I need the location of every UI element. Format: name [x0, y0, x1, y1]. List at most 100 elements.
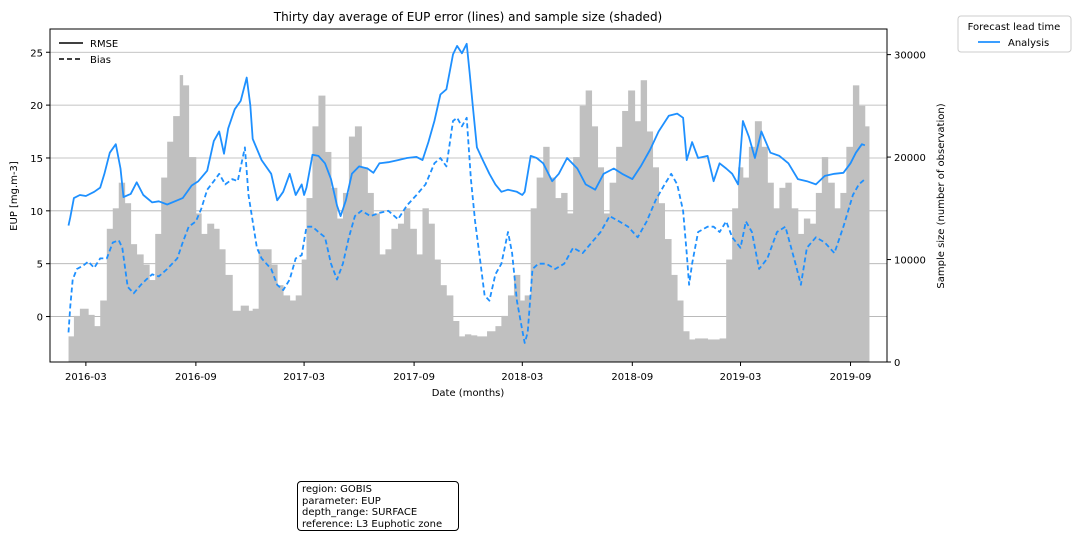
- sample-size-bar: [658, 203, 665, 362]
- sample-size-bar: [136, 254, 144, 362]
- sample-size-bar: [536, 177, 544, 362]
- sample-size-bar: [207, 223, 215, 362]
- sample-size-bar: [391, 228, 399, 362]
- sample-size-bar: [100, 300, 108, 362]
- y2-tick-label: 0: [894, 358, 900, 369]
- y2-tick-label: 10000: [894, 256, 926, 267]
- chart-title: Thirty day average of EUP error (lines) …: [273, 10, 663, 24]
- y-tick-label: 10: [30, 207, 43, 218]
- y-tick-label: 0: [37, 313, 43, 324]
- sample-size-bar: [815, 192, 823, 362]
- sample-size-bar: [664, 239, 672, 362]
- info-box: region: GOBIS parameter: EUP depth_range…: [297, 481, 459, 531]
- sample-size-bar: [513, 274, 521, 362]
- sample-size-bar: [543, 146, 550, 362]
- sample-size-bar: [767, 182, 774, 362]
- sample-size-bar: [428, 223, 435, 362]
- y2-tick-label: 30000: [894, 51, 926, 62]
- legend-bias-label: Bias: [90, 55, 111, 66]
- info-parameter: parameter: EUP: [302, 495, 381, 507]
- x-tick-label: 2018-09: [611, 372, 653, 383]
- x-tick-label: 2016-03: [65, 372, 107, 383]
- sample-size-bar: [603, 213, 610, 362]
- sample-size-bar: [671, 274, 678, 362]
- sample-size-bar: [130, 244, 138, 362]
- sample-size-bar: [73, 315, 81, 362]
- sample-size-bar: [821, 157, 829, 362]
- sample-size-bar: [179, 75, 184, 362]
- sample-size-bar: [295, 295, 303, 362]
- sample-size-bar: [225, 274, 233, 362]
- sample-size-bar: [719, 338, 727, 362]
- sample-size-bar: [803, 218, 811, 362]
- sample-size-bar: [118, 182, 126, 362]
- sample-size-bar: [155, 233, 162, 362]
- sample-size-bar: [385, 249, 392, 362]
- sample-size-bar: [397, 223, 405, 362]
- sample-size-bar: [652, 167, 660, 362]
- sample-size-bar: [88, 314, 95, 362]
- sample-size-bar: [501, 315, 509, 362]
- x-axis-label: Date (months): [432, 388, 505, 399]
- y-tick-label: 25: [30, 48, 43, 59]
- sample-size-bar: [143, 264, 150, 362]
- y-tick-label: 20: [30, 101, 43, 112]
- sample-size-bar: [167, 141, 174, 362]
- sample-size-bar: [79, 308, 89, 362]
- plot-frame: [49, 28, 888, 363]
- sample-size-bar: [464, 334, 472, 362]
- sample-size-bar: [264, 249, 272, 362]
- sample-size-bar: [252, 308, 260, 362]
- sample-size-bar: [754, 121, 762, 362]
- sample-size-bar: [271, 264, 278, 362]
- sample-size-bar: [707, 339, 720, 362]
- sample-size-bar: [112, 208, 120, 362]
- y2-axis-label: Sample size (number of observation): [936, 103, 947, 288]
- sample-size-bar: [195, 213, 202, 362]
- sample-size-bar: [748, 146, 756, 362]
- sample-size-bar: [597, 167, 605, 362]
- sample-size-bar: [422, 208, 429, 362]
- info-depth-range: depth_range: SURFACE: [302, 507, 418, 518]
- sample-size-bar: [379, 254, 386, 362]
- sample-size-bar: [373, 213, 380, 362]
- sample-size-bar: [306, 198, 313, 362]
- sample-size-bar: [634, 121, 642, 362]
- sample-size-bar: [579, 105, 587, 362]
- sample-size-bar: [149, 280, 156, 362]
- sample-size-bar: [785, 182, 792, 362]
- sample-size-bar: [283, 295, 291, 362]
- legend-rmse-label: RMSE: [90, 39, 118, 50]
- sample-size-bar: [840, 192, 847, 362]
- sample-size-bar: [555, 198, 562, 362]
- sample-size-bar: [689, 339, 696, 362]
- series-line-rmse: [67, 42, 866, 226]
- series-line-bias: [67, 116, 866, 344]
- sample-size-bar: [858, 105, 866, 362]
- sample-size-bar: [330, 187, 338, 362]
- x-tick-label: 2019-09: [830, 372, 872, 383]
- sample-size-bar: [738, 167, 744, 362]
- sample-size-bar: [573, 157, 581, 362]
- sample-size-bar: [240, 305, 249, 362]
- axes: 2016-03 2016-09 2017-03 2017-09 2018-03 2018-…: [30, 48, 926, 383]
- sample-size-bar: [94, 326, 101, 362]
- sample-size-bar: [219, 249, 226, 362]
- x-tick-label: 2017-03: [283, 372, 325, 383]
- sample-size-bar: [325, 151, 332, 362]
- sample-size-bar: [361, 167, 368, 362]
- sample-size-bar: [68, 336, 75, 362]
- sample-size-bar: [726, 259, 733, 362]
- sample-size-bar: [507, 295, 515, 362]
- x-tick-label: 2016-09: [175, 372, 217, 383]
- sample-size-bar: [232, 310, 242, 362]
- sample-size-bar: [797, 233, 805, 362]
- sample-size-bar: [834, 208, 841, 362]
- lead-time-legend: Forecast lead time Analysis: [957, 15, 1072, 53]
- sample-size-bar: [827, 182, 835, 362]
- sample-size-bar: [742, 177, 750, 362]
- sample-size-bar: [561, 192, 568, 362]
- sample-size-bar: [591, 126, 599, 362]
- info-region: region: GOBIS: [302, 484, 372, 495]
